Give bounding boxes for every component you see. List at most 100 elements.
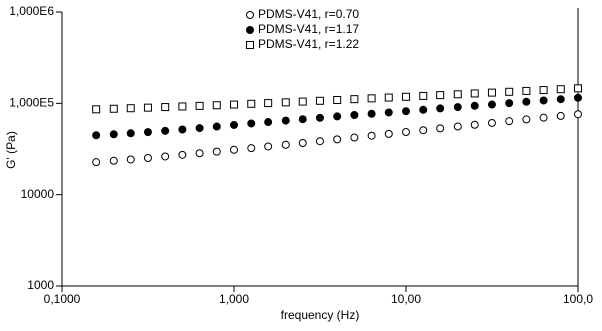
y-tick-label: 10000 [21, 187, 55, 201]
point [143, 103, 152, 112]
point [143, 128, 152, 137]
point [247, 99, 256, 108]
point [453, 122, 462, 131]
point [453, 90, 462, 99]
point [161, 126, 170, 135]
point [367, 94, 376, 103]
point [367, 131, 376, 140]
point [178, 125, 187, 134]
point [281, 98, 290, 107]
point [539, 96, 548, 105]
point [195, 149, 204, 158]
point [436, 104, 445, 113]
point [195, 124, 204, 133]
point [402, 128, 410, 137]
point [384, 93, 393, 102]
x-tick-label: 100,0 [563, 292, 593, 306]
point [436, 91, 445, 100]
point [92, 105, 101, 114]
point [92, 158, 101, 167]
point [178, 150, 187, 159]
point [574, 93, 582, 102]
point [315, 96, 324, 105]
point [384, 108, 393, 117]
point [522, 86, 531, 95]
point [402, 92, 410, 101]
point [436, 124, 445, 133]
legend-marker [246, 11, 254, 19]
point [419, 105, 428, 114]
point [143, 154, 152, 163]
point [487, 100, 496, 109]
point [92, 131, 101, 140]
x-tick-label: 10,00 [391, 292, 421, 306]
point [556, 85, 565, 94]
point [212, 122, 221, 131]
point [522, 97, 531, 106]
legend-label: PDMS-V41, r=1.17 [258, 22, 359, 36]
point [281, 140, 290, 149]
point [470, 101, 479, 110]
point [556, 95, 565, 104]
x-tick-label: 1,000 [219, 292, 249, 306]
point [161, 152, 170, 161]
point [333, 112, 342, 121]
point [298, 115, 307, 124]
point [419, 91, 428, 100]
y-axis-label: G' (Pa) [4, 131, 18, 169]
point [505, 99, 514, 108]
point [315, 137, 324, 146]
point [333, 135, 342, 144]
point [470, 120, 479, 129]
point [539, 86, 548, 95]
point [109, 156, 118, 165]
point [195, 101, 204, 110]
point [126, 129, 135, 138]
point [487, 88, 496, 97]
point [264, 118, 273, 127]
point [333, 95, 342, 104]
point [453, 103, 462, 112]
y-tick-label: 1,000E5 [9, 96, 54, 110]
x-axis-label: frequency (Hz) [281, 308, 360, 322]
point [556, 111, 565, 120]
point [298, 138, 307, 147]
point [281, 116, 290, 125]
point [574, 84, 582, 93]
point [230, 100, 238, 109]
point [522, 115, 531, 124]
point [505, 87, 514, 96]
point [367, 109, 376, 118]
point [384, 129, 393, 138]
point [109, 104, 118, 113]
point [350, 95, 359, 104]
point [264, 99, 273, 108]
legend-label: PDMS-V41, r=0.70 [258, 7, 359, 21]
legend-marker [246, 26, 254, 34]
point [126, 155, 135, 164]
point [505, 117, 514, 126]
point [230, 120, 238, 129]
point [212, 147, 221, 156]
point [178, 102, 187, 111]
point [264, 142, 273, 151]
point [539, 113, 548, 122]
point [247, 119, 256, 128]
legend-marker [246, 41, 254, 49]
point [298, 97, 307, 106]
point [161, 103, 170, 112]
point [402, 107, 410, 116]
point [419, 126, 428, 135]
point [212, 101, 221, 110]
point [247, 144, 256, 153]
point [126, 104, 135, 113]
legend-label: PDMS-V41, r=1.22 [258, 37, 359, 51]
y-tick-label: 1,000E6 [9, 4, 54, 18]
y-tick-label: 1000 [27, 278, 54, 292]
point [230, 145, 238, 154]
point [350, 111, 359, 120]
point [350, 133, 359, 142]
point [470, 89, 479, 98]
point [109, 130, 118, 139]
